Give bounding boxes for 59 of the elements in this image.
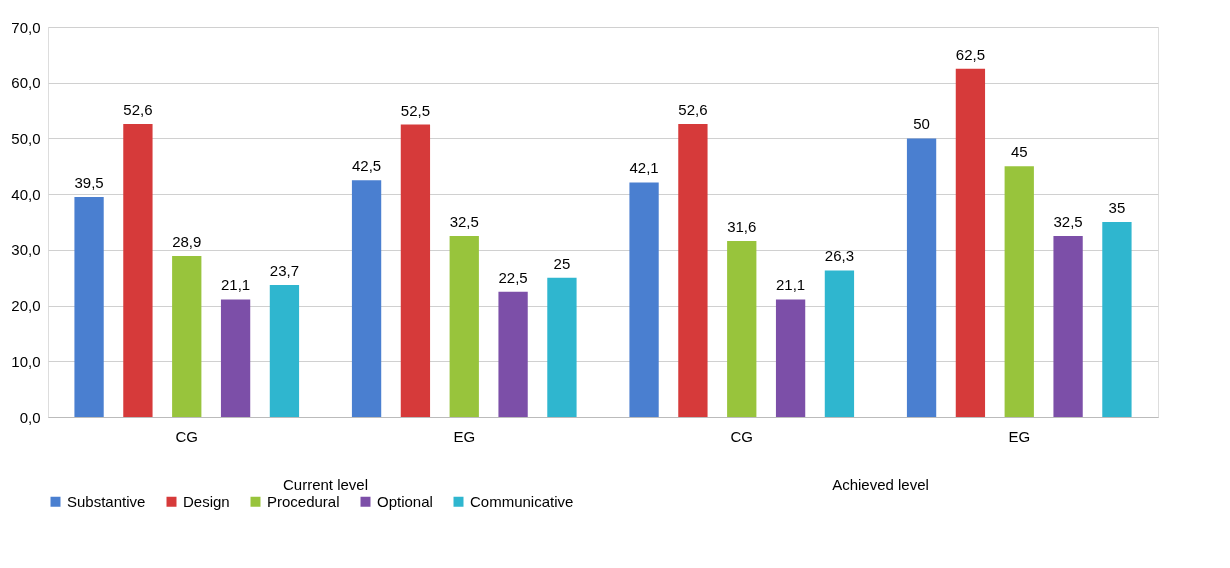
data-label: 21,1 [220,276,251,294]
bar [824,270,855,417]
y-tick-label: 40,0 [11,185,41,203]
y-tick-label: 70,0 [11,18,41,36]
x-tick-label: EG [1008,427,1031,445]
legend-label: Optional [377,492,433,510]
x-tick-label: CG [175,427,198,445]
y-tick-label: 60,0 [11,74,41,92]
bar [269,284,300,417]
x-tick-label: CG [730,427,753,445]
data-label: 32,5 [1053,212,1083,230]
bar [74,196,104,417]
bar [400,124,431,417]
bar [498,291,528,417]
y-tick-label: 20,0 [11,297,41,315]
data-label: 45 [1010,143,1028,161]
text: Achieved level [832,476,929,493]
text: Current level [282,476,369,493]
data-label: 42,1 [629,159,659,177]
bar [351,180,382,417]
y-tick-label: 10,0 [11,352,41,370]
bar [123,123,153,417]
bar [1004,166,1034,417]
data-label: 31,6 [727,217,757,235]
data-label: 52,5 [400,101,431,119]
bar [172,255,202,417]
y-tick-label: 50,0 [11,129,41,147]
bar [449,235,479,417]
bar [955,68,986,417]
bar [220,299,251,417]
data-label: 35 [1108,199,1126,216]
legend-label: Communicative [470,492,574,510]
data-label: 21,1 [775,276,806,294]
data-label: 28,9 [172,232,202,250]
bar [547,277,577,417]
data-label: 26,3 [824,247,855,265]
y-tick-label: 30,0 [11,241,41,259]
bar [775,299,806,417]
x-tick-label: EG [453,427,476,445]
bar [678,123,708,417]
bar [1102,222,1132,417]
legend-label: Design [183,492,230,510]
legend-label: Procedural [267,492,340,510]
data-label: 32,5 [449,212,479,230]
data-label: 42,5 [351,157,382,175]
data-label: 39,5 [74,173,104,191]
bar [727,240,757,417]
legend-label: Substantive [67,492,146,510]
y-tick-label: 0,0 [19,408,41,426]
data-label: 50 [913,115,930,133]
data-label: 52,6 [123,100,153,118]
data-label: 52,6 [678,100,708,118]
data-label: 22,5 [498,268,528,286]
data-label: 62,5 [955,45,986,63]
data-label: 23,7 [269,261,300,279]
bar [629,182,659,417]
data-label: 25 [553,254,571,272]
bar [906,138,937,417]
bar [1053,235,1083,417]
